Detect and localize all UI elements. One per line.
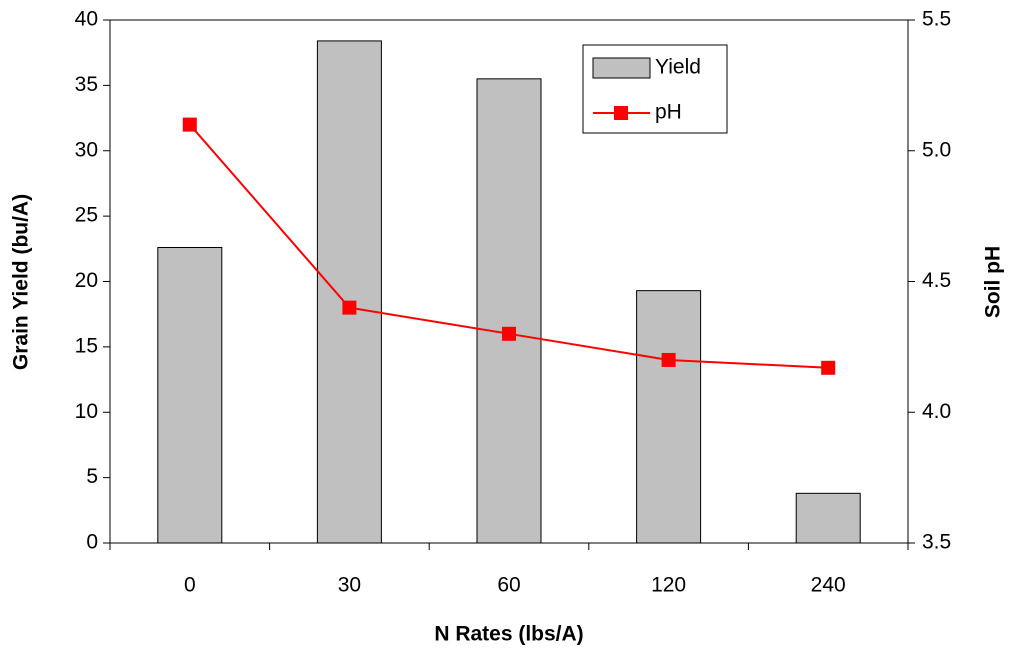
y-tick-label: 15 [75, 334, 98, 357]
y2-tick-label: 4.5 [922, 269, 951, 292]
y2-axis-title: Soil pH [982, 246, 1005, 318]
legend-box [582, 44, 728, 134]
x-axis-title: N Rates (lbs/A) [434, 623, 583, 646]
y-tick-label: 20 [75, 269, 98, 292]
y-tick-label: 30 [75, 138, 98, 161]
marker [661, 352, 676, 367]
legend-label: Yield [655, 56, 701, 79]
y-tick-label: 25 [75, 204, 98, 227]
y2-tick-label: 5.5 [922, 8, 951, 31]
x-tick-label: 120 [651, 574, 686, 597]
legend-label: pH [655, 101, 682, 124]
y-tick-label: 0 [86, 531, 98, 554]
y2-tick-label: 3.5 [922, 531, 951, 554]
y-tick-label: 5 [86, 465, 98, 488]
bar [795, 492, 861, 544]
bar [316, 40, 382, 544]
y-axis-title: Grain Yield (bu/A) [10, 194, 33, 370]
bar [157, 247, 223, 544]
x-tick-label: 30 [338, 574, 361, 597]
marker [502, 326, 516, 341]
y-tick-label: 40 [75, 8, 98, 31]
bar [476, 78, 542, 544]
y2-tick-label: 5.0 [922, 138, 951, 161]
legend-swatch [592, 57, 651, 79]
y2-tick-label: 4.0 [922, 400, 951, 423]
x-tick-label: 60 [497, 574, 520, 597]
bar [636, 290, 702, 544]
x-tick-label: 0 [184, 574, 196, 597]
x-tick-label: 240 [811, 574, 846, 597]
y-tick-label: 10 [75, 400, 98, 423]
legend-marker [614, 106, 628, 120]
y-tick-label: 35 [75, 73, 98, 96]
marker [821, 360, 836, 375]
marker [182, 117, 197, 132]
marker [342, 300, 357, 315]
